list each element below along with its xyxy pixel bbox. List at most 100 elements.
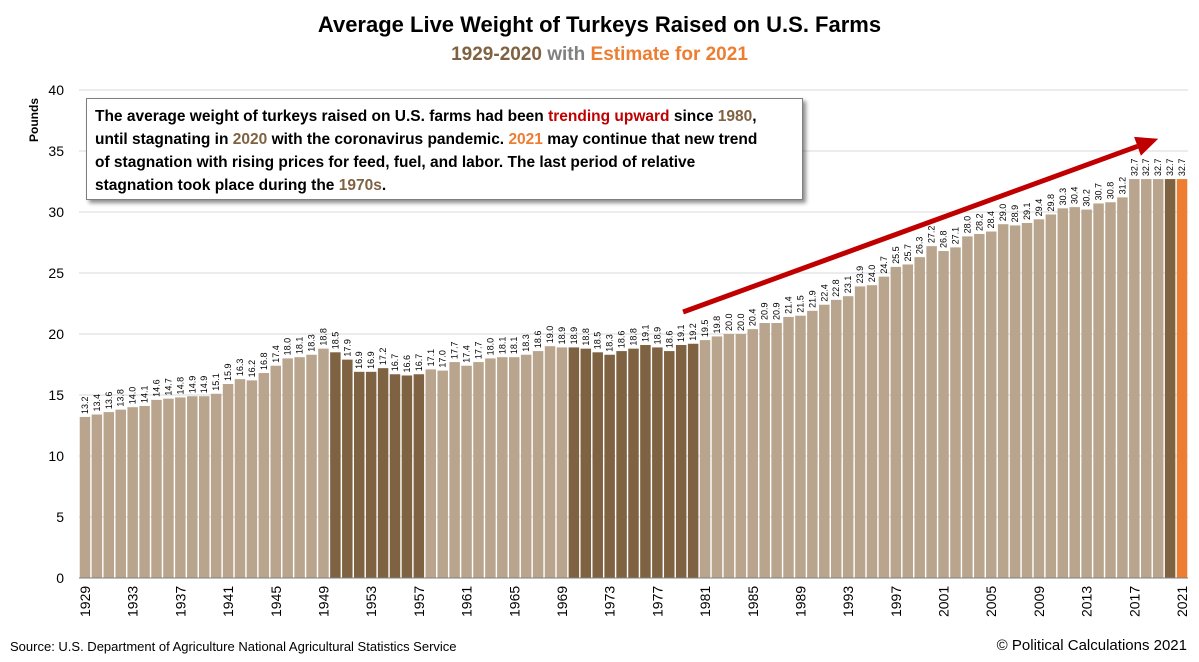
y-tick-label: 25 — [48, 265, 64, 281]
data-label: 16.9 — [366, 351, 376, 369]
bar-1937 — [175, 397, 186, 578]
bar-1942 — [234, 379, 246, 578]
bar-1985 — [747, 329, 758, 578]
data-label: 18.3 — [307, 334, 317, 352]
y-tick-label: 5 — [56, 509, 64, 525]
data-label: 23.1 — [843, 276, 853, 294]
bar-1975 — [628, 348, 639, 578]
bar-1992 — [830, 299, 842, 578]
bar-1931 — [103, 412, 115, 578]
bar-1973 — [604, 354, 615, 578]
y-tick-label: 35 — [48, 143, 64, 159]
y-axis-label: Pounds — [27, 98, 41, 142]
bar-1932 — [115, 409, 126, 578]
subtitle-with: with — [547, 44, 586, 65]
x-tick-label: 2001 — [936, 586, 952, 617]
bar-2011 — [1057, 208, 1069, 578]
bar-1947 — [294, 357, 305, 578]
data-label: 14.0 — [128, 387, 138, 405]
bar-1929 — [79, 416, 91, 578]
bar-1952 — [353, 371, 365, 578]
data-label: 30.2 — [1082, 189, 1092, 207]
y-tick-label: 40 — [48, 82, 64, 98]
data-label: 18.3 — [605, 334, 615, 352]
bar-1989 — [795, 315, 806, 578]
data-label: 19.0 — [545, 326, 555, 344]
data-label: 30.7 — [1094, 183, 1104, 201]
bar-1995 — [866, 285, 878, 578]
bar-1986 — [759, 323, 770, 578]
data-label: 18.9 — [569, 327, 579, 345]
data-label: 13.8 — [116, 389, 126, 407]
data-label: 13.4 — [92, 394, 102, 412]
bar-1964 — [497, 357, 508, 578]
x-tick-label: 2005 — [983, 586, 999, 617]
bar-1994 — [854, 286, 866, 578]
data-label: 16.8 — [259, 353, 269, 371]
bar-1933 — [127, 407, 138, 578]
data-label: 23.9 — [855, 266, 865, 284]
bar-1979 — [675, 344, 687, 578]
data-label: 16.6 — [402, 355, 412, 373]
data-label: 18.6 — [617, 331, 627, 349]
data-label: 20.4 — [748, 309, 758, 327]
bar-1962 — [473, 362, 484, 578]
x-tick-label: 2021 — [1174, 586, 1190, 617]
x-tick-label: 1993 — [840, 586, 856, 617]
data-label: 25.7 — [903, 244, 913, 262]
bar-2001 — [938, 251, 949, 579]
bar-1965 — [509, 357, 520, 578]
data-label: 30.4 — [1070, 187, 1080, 205]
bar-chart: 0 5 10 15 20 25 30 35 40 Pounds 13.2 13.4 13.6 13.8… — [27, 82, 1190, 617]
data-label: 32.7 — [1165, 159, 1175, 177]
bar-1958 — [425, 369, 437, 578]
bar-1997 — [890, 266, 902, 578]
data-label: 18.0 — [283, 338, 293, 356]
bar-1998 — [902, 264, 914, 578]
bar-1945 — [270, 365, 281, 578]
bar-2021 — [1176, 179, 1188, 578]
bar-1941 — [222, 384, 234, 578]
trend-arrow-shaft — [682, 143, 1139, 315]
bar-1990 — [807, 310, 818, 578]
x-tick-label: 1945 — [268, 586, 284, 617]
bar-2009 — [1033, 219, 1045, 578]
callout-text: , — [752, 108, 757, 125]
x-tick-label: 1949 — [315, 586, 331, 617]
subtitle-years: 1929-2020 — [451, 44, 542, 65]
y-tick-label: 15 — [48, 387, 64, 403]
bar-1983 — [723, 334, 735, 578]
data-label: 18.9 — [557, 327, 567, 345]
data-label: 17.4 — [271, 345, 281, 363]
data-label: 14.9 — [199, 376, 209, 394]
x-tick-label: 1937 — [172, 586, 188, 617]
bar-1984 — [735, 334, 747, 578]
data-label: 25.5 — [891, 246, 901, 264]
x-tick-label: 1981 — [697, 586, 713, 617]
callout-text: . — [381, 177, 387, 194]
data-label: 18.8 — [629, 328, 639, 346]
data-label: 15.9 — [223, 363, 233, 381]
data-label: 29.0 — [998, 204, 1008, 222]
data-label: 28.0 — [962, 216, 972, 234]
bar-1970 — [568, 347, 580, 578]
y-tick-label: 0 — [56, 570, 64, 586]
x-tick-label: 1957 — [411, 586, 427, 617]
data-label: 22.8 — [831, 279, 841, 297]
data-label: 18.3 — [521, 334, 531, 352]
bar-1950 — [330, 352, 341, 578]
x-tick-label: 1941 — [220, 586, 236, 617]
bar-1934 — [139, 405, 150, 578]
callout-text: The average weight of turkeys raised on … — [95, 108, 549, 125]
trend-arrow-head — [1134, 136, 1159, 156]
data-label: 27.2 — [927, 226, 937, 244]
callout-highlight-year: 1980 — [717, 108, 753, 125]
bar-1978 — [664, 351, 675, 578]
callout-highlight-estimate: 2021 — [508, 131, 543, 148]
x-tick-label: 1961 — [459, 586, 475, 617]
bar-2013 — [1081, 209, 1092, 578]
x-tick-label: 1969 — [554, 586, 570, 617]
data-label: 14.1 — [140, 385, 150, 403]
callout-text: until stagnating in — [95, 131, 233, 148]
data-label: 17.1 — [426, 349, 436, 367]
